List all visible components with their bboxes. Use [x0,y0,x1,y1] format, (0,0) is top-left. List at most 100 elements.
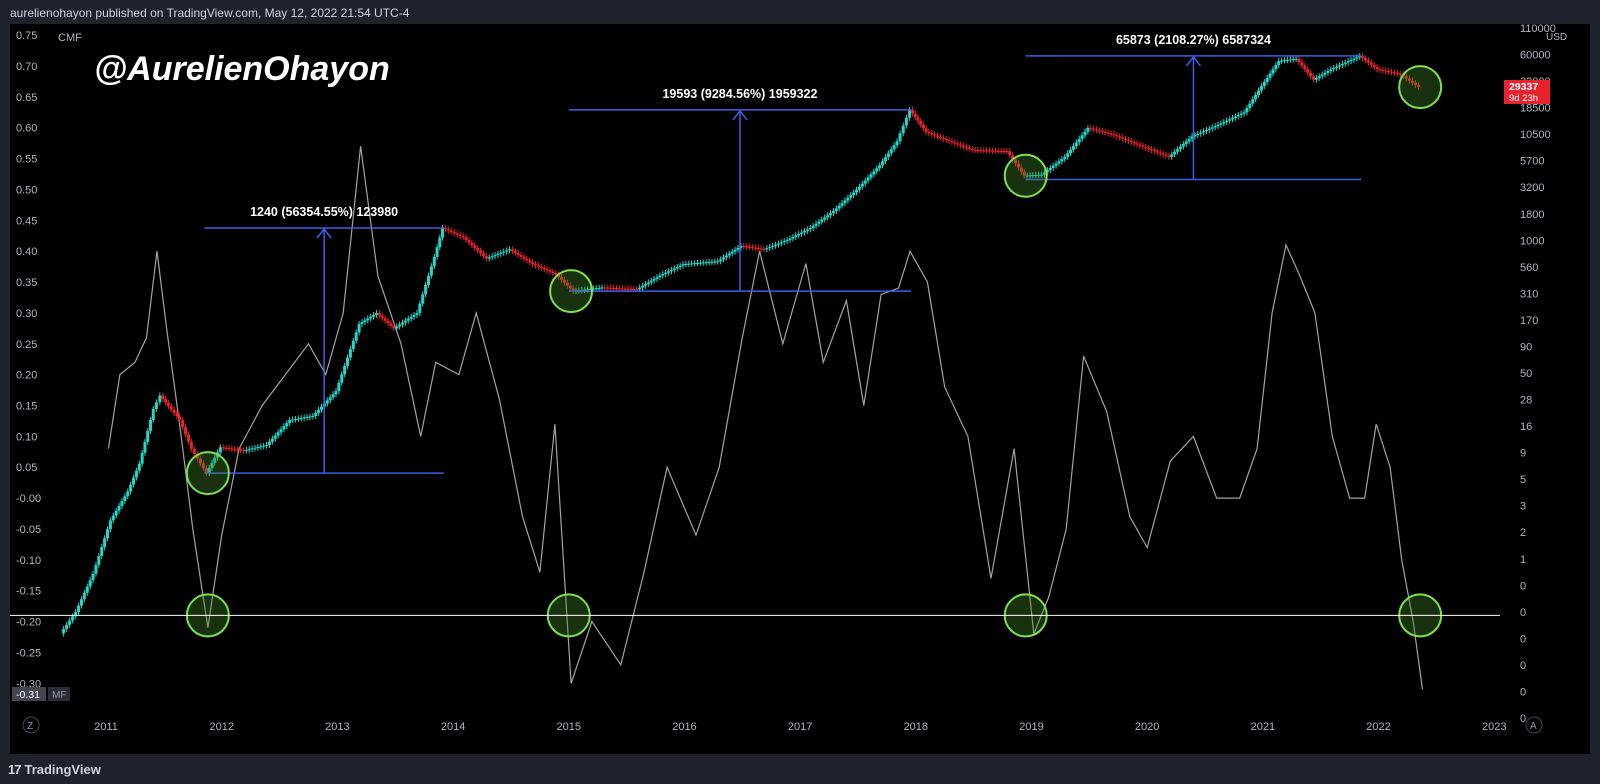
candle-body [1164,154,1168,156]
right-axis-tick: 50 [1520,368,1532,380]
x-axis-tick: 2023 [1482,721,1506,733]
candle-body [195,453,199,459]
candle-body [571,288,575,292]
candle-body [704,262,708,264]
candle-body [117,505,121,511]
highlight-circle [549,269,594,314]
candle-body [1147,147,1151,150]
zoom-button-label[interactable]: Z [27,721,33,732]
x-axis-tick: 2022 [1366,721,1390,733]
left-axis-tick: 0.30 [16,308,37,320]
candle-body [421,294,425,304]
cmf-badge-tag-bg [48,687,70,701]
candle-body [68,620,72,625]
candle-body [690,263,694,265]
currency-label: USD [1546,32,1567,43]
auto-scale-button-label[interactable]: A [1530,721,1537,732]
candle-body [1216,124,1220,127]
candle-body [1025,175,1029,177]
x-axis-tick: 2015 [557,721,581,733]
candle-body [1364,58,1368,61]
candle-body [1123,138,1127,140]
candle-body [1181,144,1185,147]
candle-body [667,271,671,273]
candle-body [916,117,920,121]
footer-bar: 17 TradingView [0,754,1600,784]
candle-body [652,278,656,281]
candle-body [1022,171,1026,176]
candle-body [614,288,618,290]
chart-area[interactable]: 0.75 0.70 0.65 0.60 0.55 0.50 0.45 0.40 0.35 0.30… [10,23,1590,754]
candle-body [302,417,306,419]
candle-body [198,458,202,464]
candle-body [140,452,144,464]
candle-body [750,247,754,249]
candle-body [1011,155,1015,160]
candle-body [753,247,757,249]
candle-body [406,318,410,321]
candle-body [953,142,957,144]
left-axis-tick: -0.15 [16,586,41,598]
candle-body [649,280,653,283]
candle-body [1355,57,1359,59]
cmf-badge-tag: MF [52,690,66,701]
cmf-badge-bg [12,687,46,701]
candle-body [458,234,462,236]
candle-body [1387,71,1391,73]
x-axis-tick: 2017 [788,721,812,733]
candle-body [548,270,552,272]
candle-body [765,248,769,250]
chart-svg[interactable]: 0.75 0.70 0.65 0.60 0.55 0.50 0.45 0.40 0.35 0.30… [10,23,1590,754]
candle-body [1233,116,1237,118]
candle-body [698,262,702,264]
candle-body [360,322,364,324]
candle-body [748,246,752,248]
candle-body [386,320,390,324]
candle-body [1320,74,1324,77]
candle-body [369,316,373,319]
candle-body [1404,76,1408,79]
cmf-value-badge: -0.31 [16,689,40,701]
candle-body [516,252,520,255]
auto-scale-button[interactable] [1525,716,1543,734]
x-axis-tick: 2018 [904,721,928,733]
candle-body [314,412,318,417]
candle-body [161,395,165,399]
candle-body [285,423,289,427]
candle-body [1019,167,1023,172]
measure-arrow-head [1185,55,1202,67]
x-axis-tick: 2019 [1019,721,1043,733]
x-axis-tick: 2013 [325,721,349,733]
candle-layer [62,52,1421,637]
candle-body [311,416,315,418]
right-axis-tick: 10500 [1520,129,1551,141]
candle-body [911,109,915,114]
candle-body [1317,76,1321,78]
candle-body [826,215,830,218]
candle-body [565,282,569,286]
candle-body [100,547,104,556]
candle-body [77,605,81,612]
candle-body [1346,61,1350,63]
candle-body [661,274,665,276]
candle-body [1254,94,1258,100]
candle-body [534,264,538,266]
candle-body [771,245,775,247]
candle-body [985,150,989,152]
candle-body [224,447,228,449]
candle-body [936,135,940,137]
tradingview-logo[interactable]: 17 TradingView [8,762,101,777]
zoom-button[interactable] [22,716,40,734]
candle-body [956,143,960,145]
left-axis-tick: 0.05 [16,462,37,474]
candle-body [999,150,1003,152]
candle-body [88,580,92,587]
publish-header: aurelienohayon published on TradingView.… [0,0,1600,24]
candle-body [919,120,923,125]
candle-body [253,447,257,449]
candle-body [148,419,152,431]
right-axis-tick: 1800 [1520,209,1544,221]
candle-body [192,448,196,454]
candle-body [343,365,347,375]
candle-body [776,243,780,245]
